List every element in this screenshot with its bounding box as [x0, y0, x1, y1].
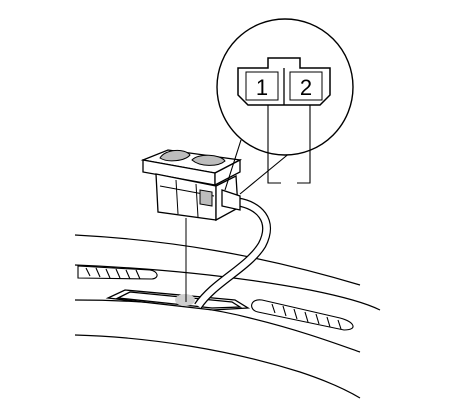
terminal-1-label: 1	[256, 75, 268, 100]
tester-lead-right	[297, 105, 311, 184]
left-grip-pad	[77, 265, 158, 280]
panel-top-edge	[74, 234, 361, 286]
panel-middle-edge	[74, 299, 361, 353]
tester-lead-left	[267, 105, 281, 184]
terminal-2-label: 2	[300, 75, 312, 100]
right-grip-pad	[251, 299, 354, 331]
callout-leader-left	[224, 139, 242, 191]
callout-leader-right	[239, 151, 292, 195]
wire-harness	[194, 197, 272, 309]
switch-assembly	[140, 149, 243, 222]
connector-pinout-callout: 1 2	[216, 18, 354, 195]
trim-panel	[74, 234, 381, 399]
switch-connector	[221, 189, 241, 211]
panel-lower-edge	[74, 334, 361, 399]
mounting-hole	[105, 289, 251, 311]
panel-upper-edge	[74, 264, 381, 311]
